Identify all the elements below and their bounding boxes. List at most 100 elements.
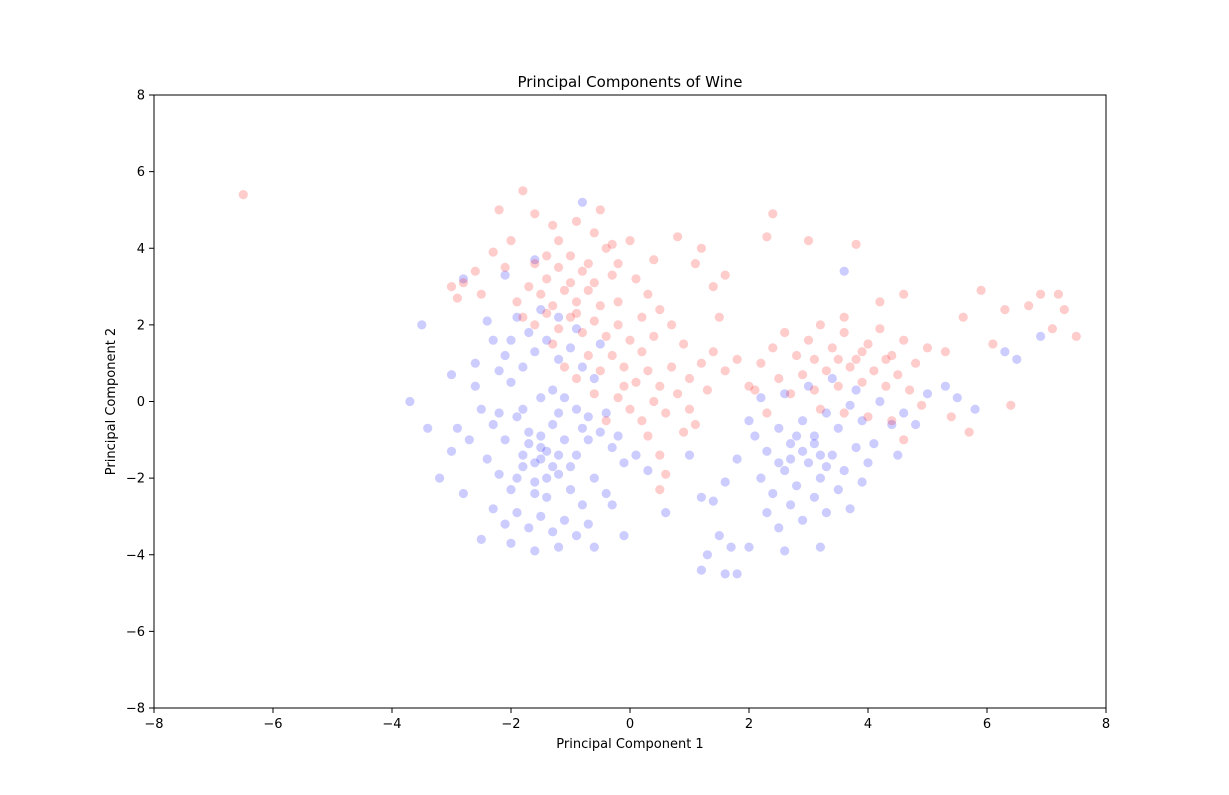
- data-point: [1053, 289, 1063, 299]
- data-point: [827, 343, 837, 353]
- data-point: [530, 347, 540, 357]
- data-point: [482, 454, 492, 464]
- data-point: [637, 347, 647, 357]
- data-point: [536, 305, 546, 315]
- data-point: [619, 458, 629, 468]
- data-point: [613, 297, 623, 307]
- data-point: [536, 393, 546, 403]
- data-point: [774, 458, 784, 468]
- data-point: [423, 423, 433, 433]
- data-point: [589, 389, 599, 399]
- data-point: [530, 320, 540, 330]
- plot-frame: [153, 94, 1107, 709]
- data-point: [530, 488, 540, 499]
- data-point: [643, 366, 653, 376]
- data-point: [565, 312, 576, 322]
- y-tick-label: 8: [137, 89, 145, 104]
- data-point: [661, 469, 671, 479]
- data-point: [488, 504, 498, 514]
- data-point: [601, 488, 611, 499]
- data-point: [530, 255, 540, 265]
- data-point: [887, 416, 897, 426]
- y-tick-label: −2: [126, 472, 145, 487]
- x-tick-label: −6: [263, 717, 282, 732]
- data-point: [756, 358, 766, 368]
- data-point: [809, 439, 820, 449]
- data-point: [833, 485, 843, 495]
- data-point: [696, 565, 707, 575]
- data-point: [643, 431, 653, 441]
- x-tick-label: −8: [144, 717, 163, 732]
- data-point: [601, 243, 611, 253]
- data-point: [500, 435, 510, 445]
- data-point: [1047, 324, 1057, 334]
- data-point: [780, 327, 790, 338]
- data-point: [476, 534, 486, 545]
- data-point: [464, 435, 474, 445]
- data-point: [833, 423, 843, 433]
- data-point: [488, 247, 498, 257]
- data-point: [786, 500, 796, 510]
- data-point: [780, 389, 790, 399]
- data-point: [881, 381, 891, 391]
- data-point: [762, 408, 772, 418]
- data-point: [684, 450, 695, 460]
- data-point: [554, 408, 564, 418]
- data-point: [899, 289, 909, 299]
- x-tick-label: 8: [1102, 717, 1110, 732]
- data-point: [815, 404, 826, 414]
- data-point: [577, 500, 588, 510]
- data-point: [875, 324, 885, 334]
- y-tick-label: −4: [126, 548, 145, 563]
- data-point: [536, 454, 546, 464]
- data-point: [905, 385, 915, 395]
- data-point: [970, 404, 980, 414]
- data-point: [542, 446, 552, 456]
- data-point: [559, 515, 570, 525]
- y-tick-label: −6: [126, 625, 145, 640]
- data-point: [524, 439, 534, 449]
- data-point: [446, 370, 457, 380]
- data-point: [583, 259, 593, 269]
- data-point: [821, 507, 832, 518]
- data-point: [887, 419, 897, 430]
- data-point: [839, 312, 849, 322]
- data-point: [554, 236, 564, 246]
- data-point: [613, 431, 623, 441]
- data-point: [595, 366, 605, 376]
- data-point: [577, 197, 588, 207]
- y-tick-label: 2: [137, 318, 145, 333]
- data-point: [851, 442, 861, 453]
- data-point: [809, 354, 820, 364]
- data-point: [571, 404, 582, 414]
- data-point: [917, 400, 927, 410]
- data-point: [887, 350, 897, 361]
- data-point: [792, 481, 802, 491]
- data-point: [1024, 301, 1034, 311]
- data-point: [667, 320, 677, 330]
- data-point: [768, 209, 778, 219]
- data-point: [554, 354, 564, 364]
- data-point: [1000, 305, 1010, 315]
- data-point: [565, 251, 576, 261]
- data-point: [792, 350, 802, 361]
- data-point: [446, 282, 457, 292]
- data-point: [559, 435, 570, 445]
- data-point: [583, 285, 593, 295]
- data-point: [452, 423, 462, 433]
- data-point: [922, 343, 933, 353]
- data-point: [714, 531, 724, 541]
- data-point: [845, 362, 855, 372]
- data-point: [756, 473, 766, 483]
- data-point: [702, 385, 713, 395]
- data-point: [238, 190, 248, 200]
- data-point: [494, 205, 504, 215]
- data-point: [631, 274, 641, 284]
- data-point: [542, 473, 552, 483]
- data-point: [1006, 400, 1016, 410]
- data-point: [631, 450, 641, 460]
- data-point: [649, 396, 659, 407]
- data-point: [720, 569, 730, 579]
- data-point: [1071, 331, 1081, 341]
- data-point: [518, 404, 528, 414]
